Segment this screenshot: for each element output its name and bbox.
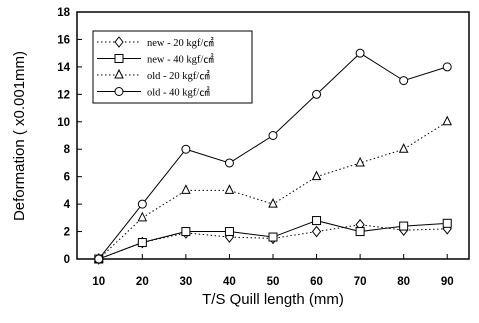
- triangle-marker: [355, 156, 365, 167]
- legend: new - 20 kgf/㎠ new - 40 kgf/㎠ old - 20 kgf…: [92, 30, 253, 104]
- y-tick-label: 8: [64, 144, 71, 156]
- y-tick-label: 4: [64, 199, 71, 211]
- circle-marker: [355, 48, 365, 58]
- square-marker: [224, 227, 234, 237]
- x-tick-label: 70: [354, 276, 367, 288]
- y-tick-label: 12: [57, 89, 70, 101]
- x-tick-label: 20: [136, 276, 149, 288]
- triangle-marker: [114, 68, 124, 79]
- circle-marker: [94, 254, 104, 264]
- diamond-marker: [114, 36, 124, 48]
- diamond-marker: [311, 225, 322, 238]
- square-marker: [181, 227, 191, 237]
- y-tick-label: 0: [64, 254, 70, 266]
- triangle-marker: [224, 184, 235, 194]
- circle-marker: [114, 87, 124, 96]
- x-tick-label: 30: [179, 276, 192, 288]
- square-marker: [399, 221, 409, 231]
- circle-marker: [399, 76, 409, 86]
- y-tick-label: 18: [57, 7, 70, 19]
- x-axis-title: T/S Quill length (mm): [202, 291, 344, 308]
- circle-marker: [137, 199, 147, 209]
- series-circle: [94, 48, 452, 264]
- y-axis-title: Deformation ( x0.001mm): [11, 51, 28, 221]
- legend-label: new - 40 kgf/㎠: [147, 54, 214, 66]
- square-marker: [355, 227, 365, 237]
- y-tick-label: 10: [57, 117, 70, 129]
- triangle-marker: [398, 143, 409, 153]
- x-tick-label: 40: [223, 276, 236, 288]
- circle-marker: [181, 144, 191, 154]
- x-tick-label: 90: [441, 276, 454, 288]
- legend-label: new - 20 kgf/㎠: [147, 37, 214, 49]
- legend-label: old - 20 kgf/㎠: [147, 70, 210, 82]
- x-axis: 10 20 30 40 50 60 70 80 90: [92, 254, 454, 288]
- series-layer: [93, 48, 453, 265]
- y-tick-label: 16: [57, 34, 70, 46]
- y-axis: 0 2 4 6 8 10 12 14 16 18: [57, 7, 82, 266]
- square-marker: [312, 216, 322, 226]
- x-tick-label: 10: [92, 276, 105, 288]
- circle-marker: [268, 131, 278, 140]
- triangle-marker: [442, 115, 453, 126]
- square-marker: [114, 54, 124, 63]
- circle-marker: [442, 62, 452, 72]
- y-tick-label: 2: [64, 227, 70, 239]
- triangle-marker: [311, 170, 322, 181]
- triangle-marker: [181, 184, 191, 194]
- circle-marker: [312, 89, 322, 99]
- square-marker: [442, 218, 452, 228]
- square-marker: [137, 238, 147, 248]
- x-tick-label: 60: [310, 276, 323, 288]
- y-tick-label: 6: [64, 172, 70, 184]
- circle-marker: [224, 158, 234, 168]
- triangle-marker: [137, 211, 148, 222]
- x-tick-label: 50: [267, 276, 280, 288]
- legend-label: old - 40 kgf/㎠: [147, 87, 210, 99]
- triangle-marker: [268, 197, 278, 208]
- square-marker: [268, 232, 278, 242]
- y-tick-label: 14: [57, 62, 70, 74]
- x-tick-label: 80: [397, 276, 410, 288]
